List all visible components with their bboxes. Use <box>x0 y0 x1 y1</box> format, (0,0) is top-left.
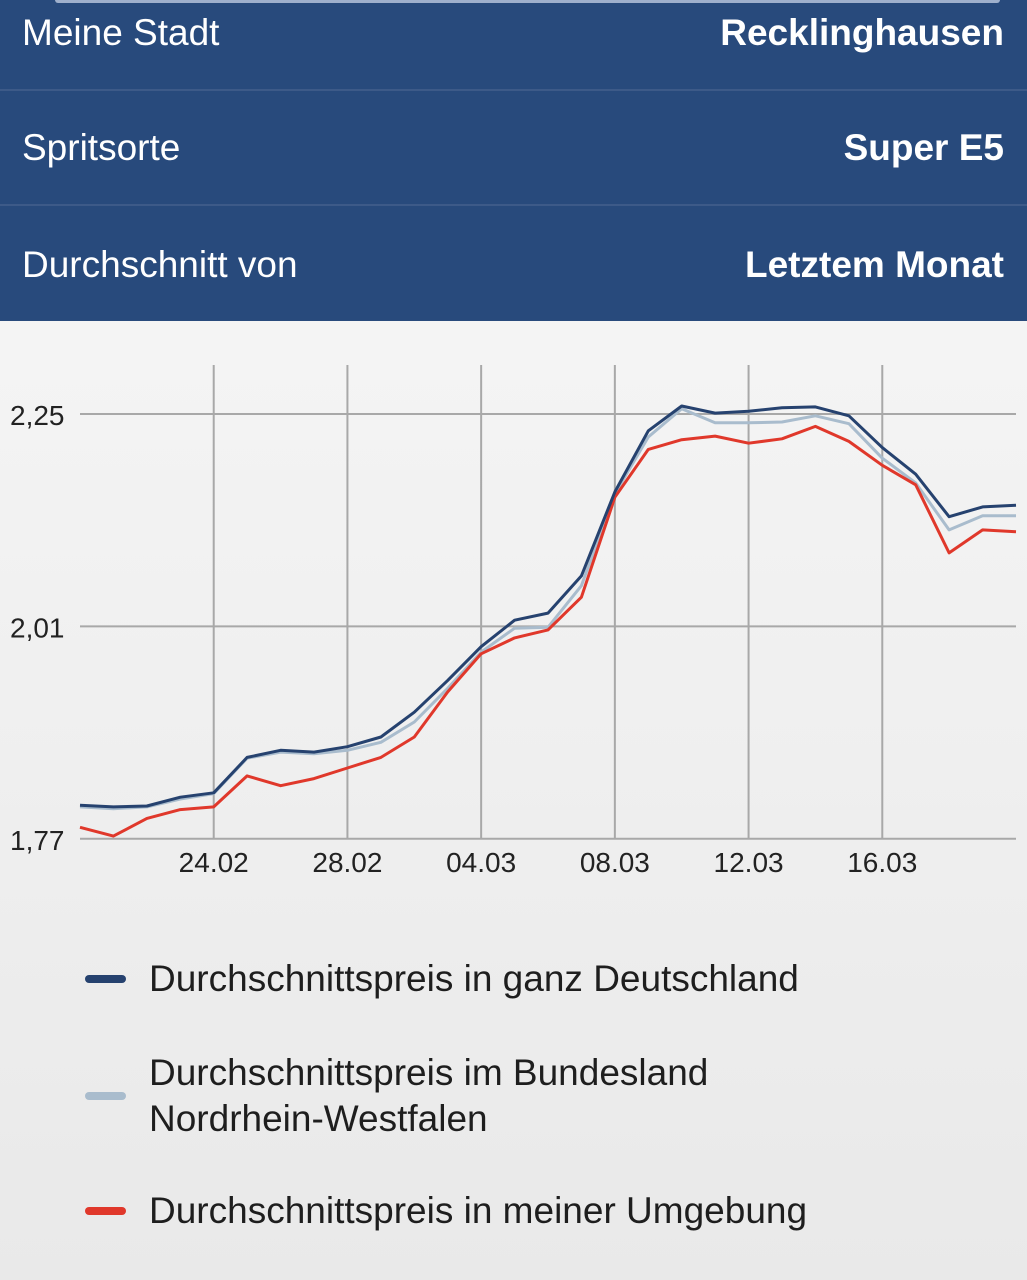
fuel-type-label: Spritsorte <box>22 126 181 168</box>
legend-item-germany: Durchschnittspreis in ganz Deutschland <box>85 956 909 1002</box>
x-tick-label: 16.03 <box>847 847 917 878</box>
legend-swatch-nrw <box>85 1092 126 1100</box>
x-tick-label: 12.03 <box>714 847 784 878</box>
price-chart: 2,25 2,01 1,77 24.02 28.02 04.03 08.03 12.03 16.… <box>10 365 1017 878</box>
fuel-type-value[interactable]: Super E5 <box>843 126 1004 168</box>
legend-swatch-germany <box>85 975 126 983</box>
top-handle <box>55 0 1000 3</box>
y-tick-label: 2,25 <box>10 400 65 431</box>
legend-item-nrw: Durchschnittspreis im Bundesland Nordrhe… <box>85 1050 789 1142</box>
x-tick-label: 08.03 <box>580 847 650 878</box>
city-value[interactable]: Recklinghausen <box>720 11 1004 53</box>
legend-swatch-local <box>85 1207 126 1215</box>
legend-label-local: Durchschnittspreis in meiner Umgebung <box>149 1190 808 1231</box>
city-label: Meine Stadt <box>22 11 220 53</box>
settings-panel: Meine Stadt Recklinghausen Spritsorte Su… <box>0 0 1027 321</box>
series-line-2 <box>79 424 1017 838</box>
x-tick-label: 24.02 <box>179 847 249 878</box>
legend-label-germany: Durchschnittspreis in ganz Deutschland <box>149 958 799 999</box>
series-line-0 <box>79 404 1017 809</box>
series-line-1 <box>79 407 1016 811</box>
x-tick-label: 28.02 <box>312 847 382 878</box>
legend-label-nrw: Durchschnittspreis im Bundesland Nordrhe… <box>149 1052 709 1139</box>
period-row[interactable]: Durchschnitt von Letztem Monat <box>0 207 1027 322</box>
y-tick-label: 2,01 <box>10 612 65 643</box>
y-tick-label: 1,77 <box>10 825 65 856</box>
period-value[interactable]: Letztem Monat <box>745 243 1004 285</box>
x-tick-label: 04.03 <box>446 847 516 878</box>
period-label: Durchschnitt von <box>22 243 298 285</box>
fuel-type-row[interactable]: Spritsorte Super E5 <box>0 91 1027 206</box>
legend-item-local: Durchschnittspreis in meiner Umgebung <box>85 1188 909 1234</box>
city-row[interactable]: Meine Stadt Recklinghausen <box>0 0 1027 91</box>
